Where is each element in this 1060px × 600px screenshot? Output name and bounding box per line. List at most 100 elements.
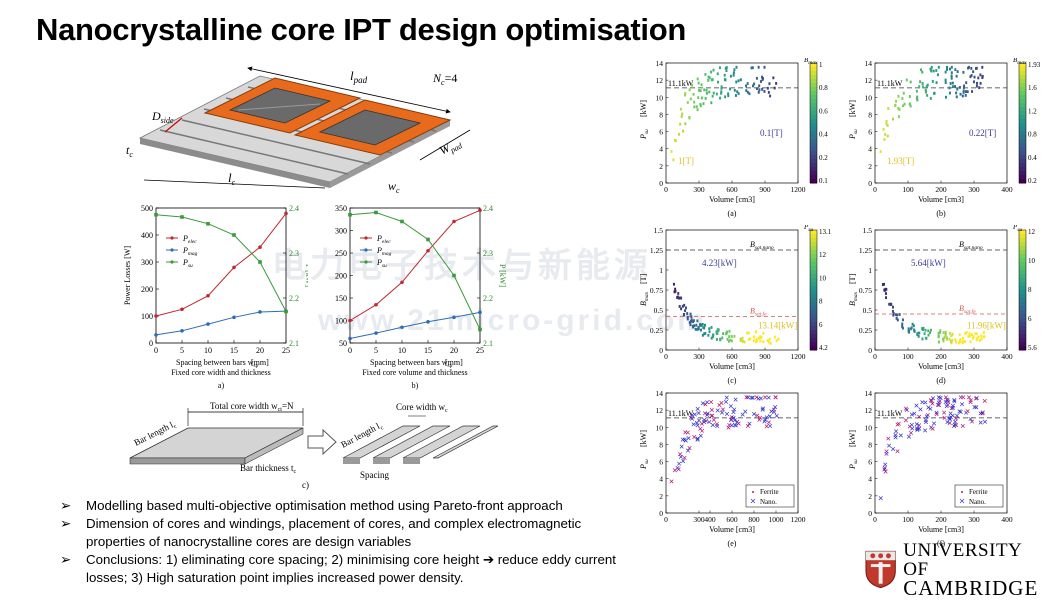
data-point [206,221,210,226]
colorbar-band [810,139,817,144]
y-axis-label: Psu [639,129,650,140]
data-point [884,133,887,136]
data-point [945,68,948,71]
colorbar-band [1019,175,1026,180]
x-axis-label: Volume [cm3] [918,362,964,371]
data-point [883,462,888,467]
data-point [884,449,889,454]
data-point [909,412,914,417]
data-point [710,70,713,74]
data-point [711,94,714,98]
bullet-text: Modelling based multi-objective optimisa… [86,498,563,513]
data-point [980,410,985,415]
data-point [715,424,720,429]
data-point [682,455,687,460]
colorbar-band [810,91,817,96]
x-tick-label: 25 [282,346,290,355]
data-point [939,329,942,333]
data-point [901,325,904,328]
ipt-pad-diagram: lpad Nc=4 Dside Wpad tc lc wc [126,66,471,195]
colorbar-band [1019,75,1026,80]
data-point [723,73,726,77]
data-point [884,292,887,295]
logo-line2: CAMBRIDGE [903,575,1039,600]
data-point [478,310,482,315]
data-point [725,69,728,73]
data-point [702,102,705,106]
data-point [955,95,958,99]
colorbar-band [810,123,817,128]
data-point [979,81,982,85]
colorbar-band [1019,286,1026,291]
colorbar-band [810,95,817,100]
data-point [929,96,932,100]
x-tick-label: 400 [1001,185,1013,194]
chart-caption: (a) [728,209,737,218]
data-point [766,339,769,343]
annotation-low: 5.64[kW] [911,258,946,268]
data-point [926,83,929,87]
data-point [704,73,707,76]
data-point [897,106,900,110]
colorbar-band [1019,179,1026,184]
data-point [699,89,702,93]
data-point [206,293,210,298]
x-tick-label: 0 [664,515,668,524]
data-point [695,323,698,327]
y2-tick-label: 2.3 [289,249,299,258]
data-point [732,73,735,77]
x-tick-label: 300 [968,352,980,361]
y2-axis-label: P [kW] [498,264,507,287]
data-point [969,75,972,79]
chart-caption: a) [218,381,225,390]
colorbar-band [1019,338,1026,343]
data-point [882,282,885,286]
svg-text:Total core width wct=N: Total core width wct=N [210,401,294,413]
data-point [952,398,957,403]
data-point [930,401,935,406]
data-point [712,91,715,95]
data-point [727,422,732,428]
data-point [715,338,718,341]
data-point [768,423,773,429]
data-point [727,92,730,96]
data-point [912,411,917,416]
data-point [452,219,456,224]
data-point [400,325,404,330]
y-tick-label: 400 [141,231,153,240]
colorbar-band [1019,135,1026,140]
data-point [760,407,765,412]
data-point [914,422,919,427]
data-point [965,81,968,85]
colorbar-band [810,131,817,136]
data-point [767,414,772,419]
x-tick-label: 0 [873,185,877,194]
data-point [929,398,934,404]
data-point [722,332,725,336]
data-point [715,330,718,334]
y-tick-label: 12 [865,406,873,415]
y-tick-label: 2 [659,162,663,171]
y-tick-label: 200 [141,285,153,294]
data-point [452,273,456,278]
data-point [921,82,924,86]
y-tick-label: 0.25 [859,326,872,335]
colorbar-band [810,107,817,112]
bullet-arrow-icon: ➢ [60,552,72,567]
colorbar-tick-label: 0.6 [819,107,828,115]
y-tick-label: 10 [865,93,873,102]
data-point [923,428,928,433]
data-point [703,411,708,416]
data-point [284,211,288,216]
colorbar-band [1019,143,1026,148]
colorbar-band [1019,151,1026,156]
data-point [774,413,779,418]
x-tick-label: 300 [693,515,705,524]
data-point [962,337,965,340]
y-tick-label: 1.5 [863,226,873,235]
data-point [963,340,966,344]
colorbar-tick-label: 8 [1028,286,1032,294]
data-point [982,331,985,334]
colorbar-band [1019,127,1026,132]
data-point [735,419,740,424]
